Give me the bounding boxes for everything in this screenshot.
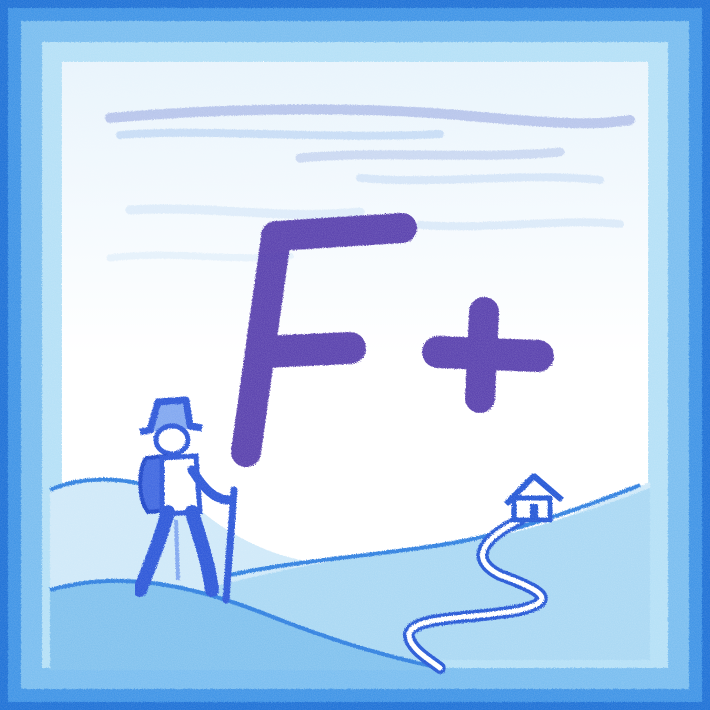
pencil-drawing: F +: [0, 0, 710, 710]
paper-grain: [0, 0, 710, 710]
